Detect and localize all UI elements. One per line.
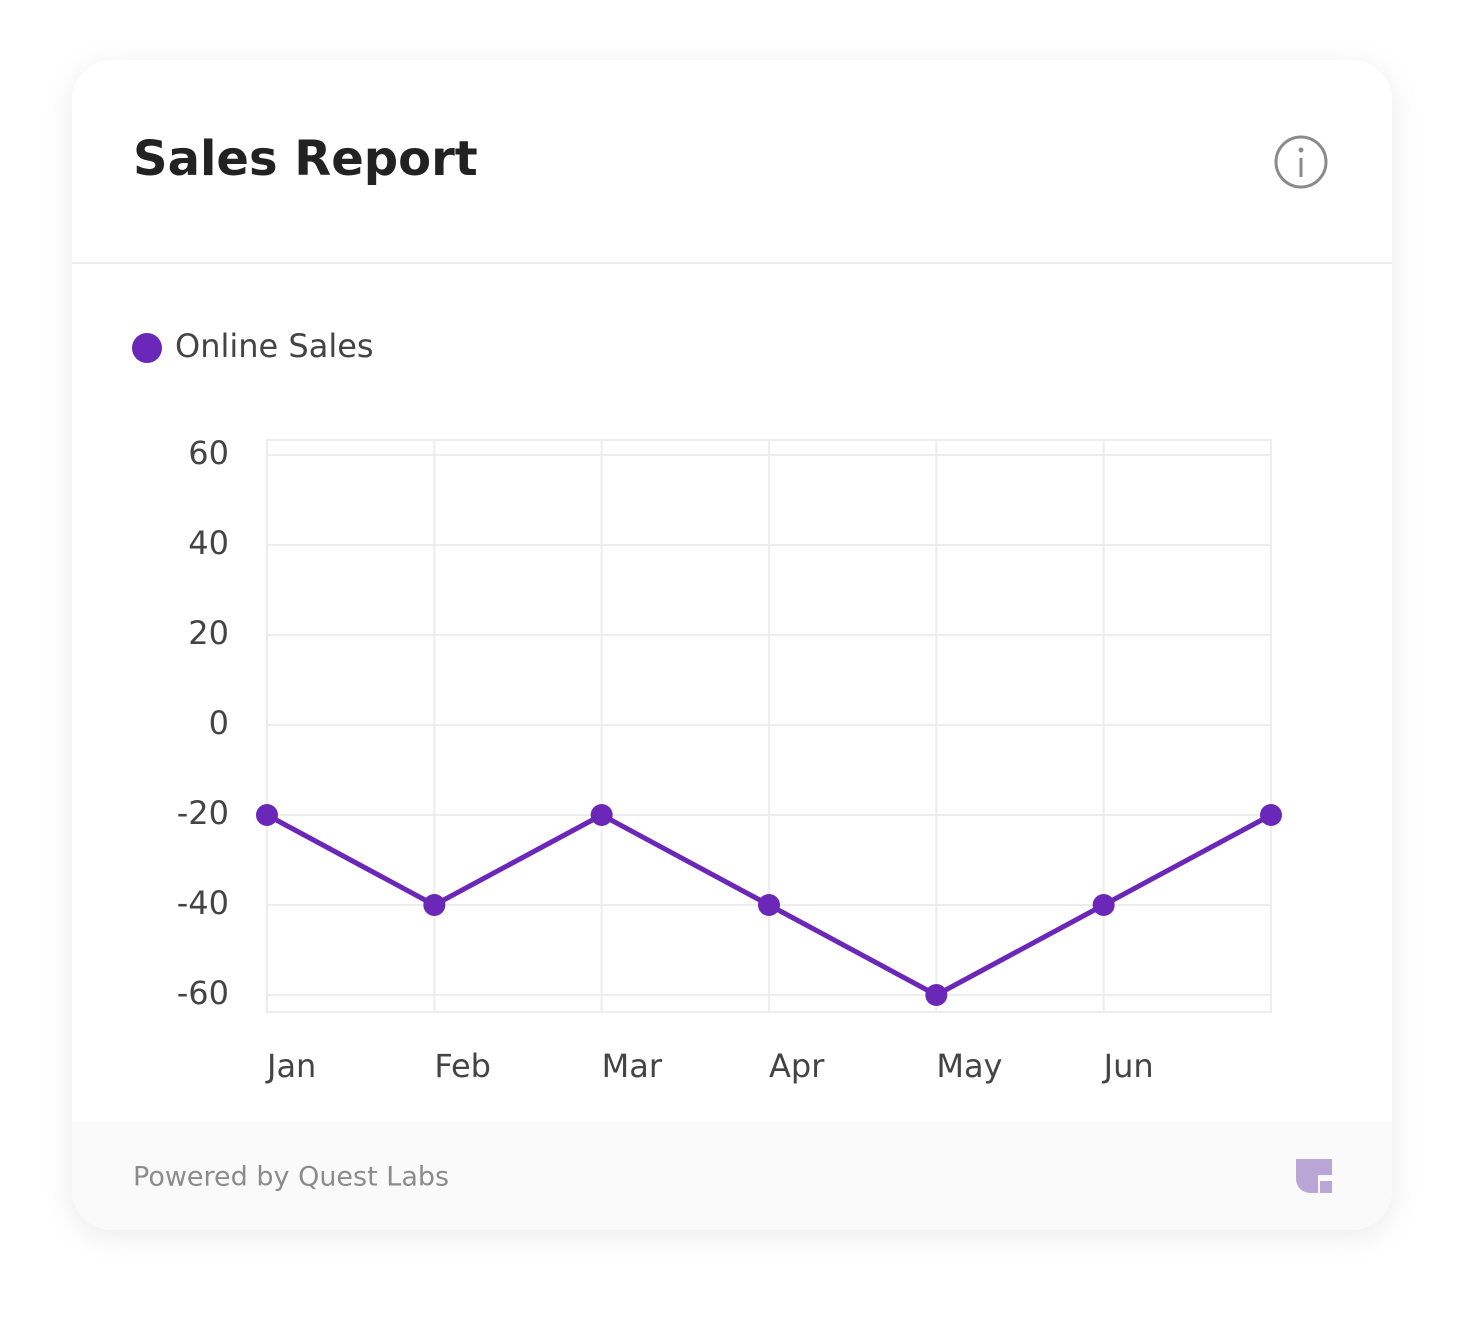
footer-text: Powered by Quest Labs — [133, 1162, 449, 1193]
footer-bg — [72, 1122, 1392, 1230]
x-tick-label: Mar — [602, 1047, 663, 1085]
x-tick-label: Jan — [265, 1047, 316, 1085]
y-tick-label: -40 — [177, 884, 229, 922]
y-tick-label: 0 — [209, 704, 229, 742]
legend-label: Online Sales — [175, 327, 374, 365]
y-tick-label: -20 — [177, 794, 229, 832]
data-point — [423, 894, 446, 916]
y-tick-label: -60 — [177, 974, 229, 1012]
data-point — [1260, 804, 1282, 826]
y-tick-label: 20 — [188, 614, 229, 652]
data-point — [256, 804, 278, 826]
data-point — [590, 804, 613, 826]
footer-logo — [1296, 1159, 1332, 1193]
card — [72, 60, 1392, 1230]
x-tick-label: Jun — [1102, 1047, 1154, 1085]
card-title: Sales Report — [133, 131, 478, 187]
data-point — [925, 984, 948, 1006]
x-tick-label: Apr — [769, 1047, 825, 1085]
data-point — [758, 894, 780, 916]
y-tick-label: 40 — [188, 524, 229, 562]
x-tick-label: Feb — [434, 1047, 491, 1085]
info-icon[interactable] — [1274, 135, 1328, 189]
data-point — [1092, 894, 1115, 916]
y-tick-label: 60 — [188, 434, 229, 472]
x-tick-label: May — [936, 1047, 1002, 1085]
legend-swatch — [132, 333, 162, 363]
